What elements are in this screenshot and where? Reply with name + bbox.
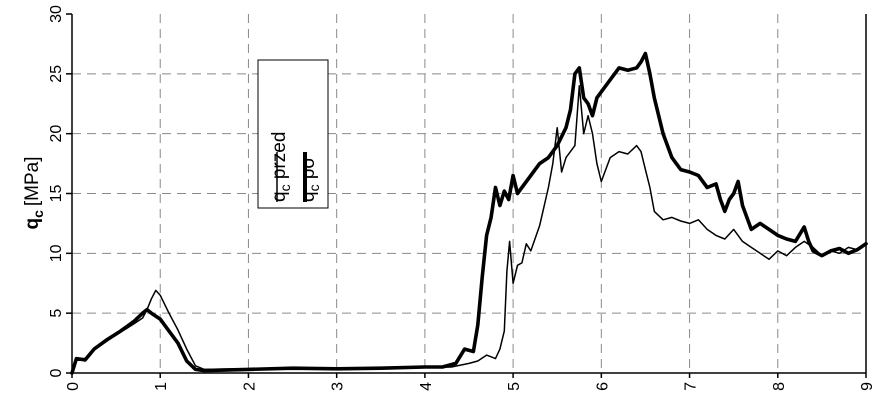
svg-text:qc[MPa]: qc [MPa] — [22, 156, 46, 229]
legend-label-przed-rest: przed — [269, 132, 290, 185]
y-axis-title-unit: [MPa] — [22, 156, 43, 206]
y-tick-label: 20 — [48, 125, 65, 143]
x-tick-label: 2 — [241, 382, 258, 391]
series-line-po — [70, 51, 868, 375]
y-tick-label: 15 — [48, 185, 65, 203]
legend-box — [257, 59, 329, 209]
legend-label-przed: qc przed — [269, 132, 293, 202]
series-line-przed — [71, 85, 867, 374]
y-axis-title: qc [MPa] — [22, 156, 46, 229]
legend-label-po-rest: po — [298, 158, 319, 184]
x-tick-label: 4 — [418, 382, 435, 391]
legend-label-po-main: q — [298, 191, 319, 202]
y-tick-label: 25 — [48, 65, 65, 83]
y-tick-label: 30 — [48, 5, 65, 23]
x-tick-label: 6 — [594, 382, 611, 391]
x-tick-label: 7 — [683, 382, 700, 391]
y-tick-label: 10 — [48, 244, 65, 262]
legend-label-przed-sub: c — [277, 184, 293, 191]
y-tick-labels: 0 5 10 15 20 25 30 — [48, 5, 65, 377]
y-tick-label: 0 — [48, 368, 65, 377]
legend-label-po: qc po — [298, 158, 322, 202]
x-tick-label: 0 — [65, 382, 82, 391]
x-tick-label: 9 — [859, 382, 875, 391]
legend: qc przed qc po — [257, 59, 329, 209]
x-tick-label: 8 — [771, 382, 788, 391]
grid — [72, 14, 866, 373]
x-tick-label: 1 — [153, 382, 170, 391]
axes — [66, 13, 867, 378]
y-tick-label: 5 — [48, 309, 65, 318]
legend-label-po-sub: c — [306, 184, 322, 191]
legend-label-przed-main: q — [269, 191, 290, 202]
y-axis-title-main: q — [22, 218, 43, 230]
y-axis-title-sub: c — [30, 210, 46, 218]
x-tick-label: 3 — [330, 382, 347, 391]
x-tick-labels: 0 1 2 3 4 5 6 7 8 9 — [65, 382, 875, 391]
x-tick-label: 5 — [506, 382, 523, 391]
series-layer — [70, 51, 868, 375]
